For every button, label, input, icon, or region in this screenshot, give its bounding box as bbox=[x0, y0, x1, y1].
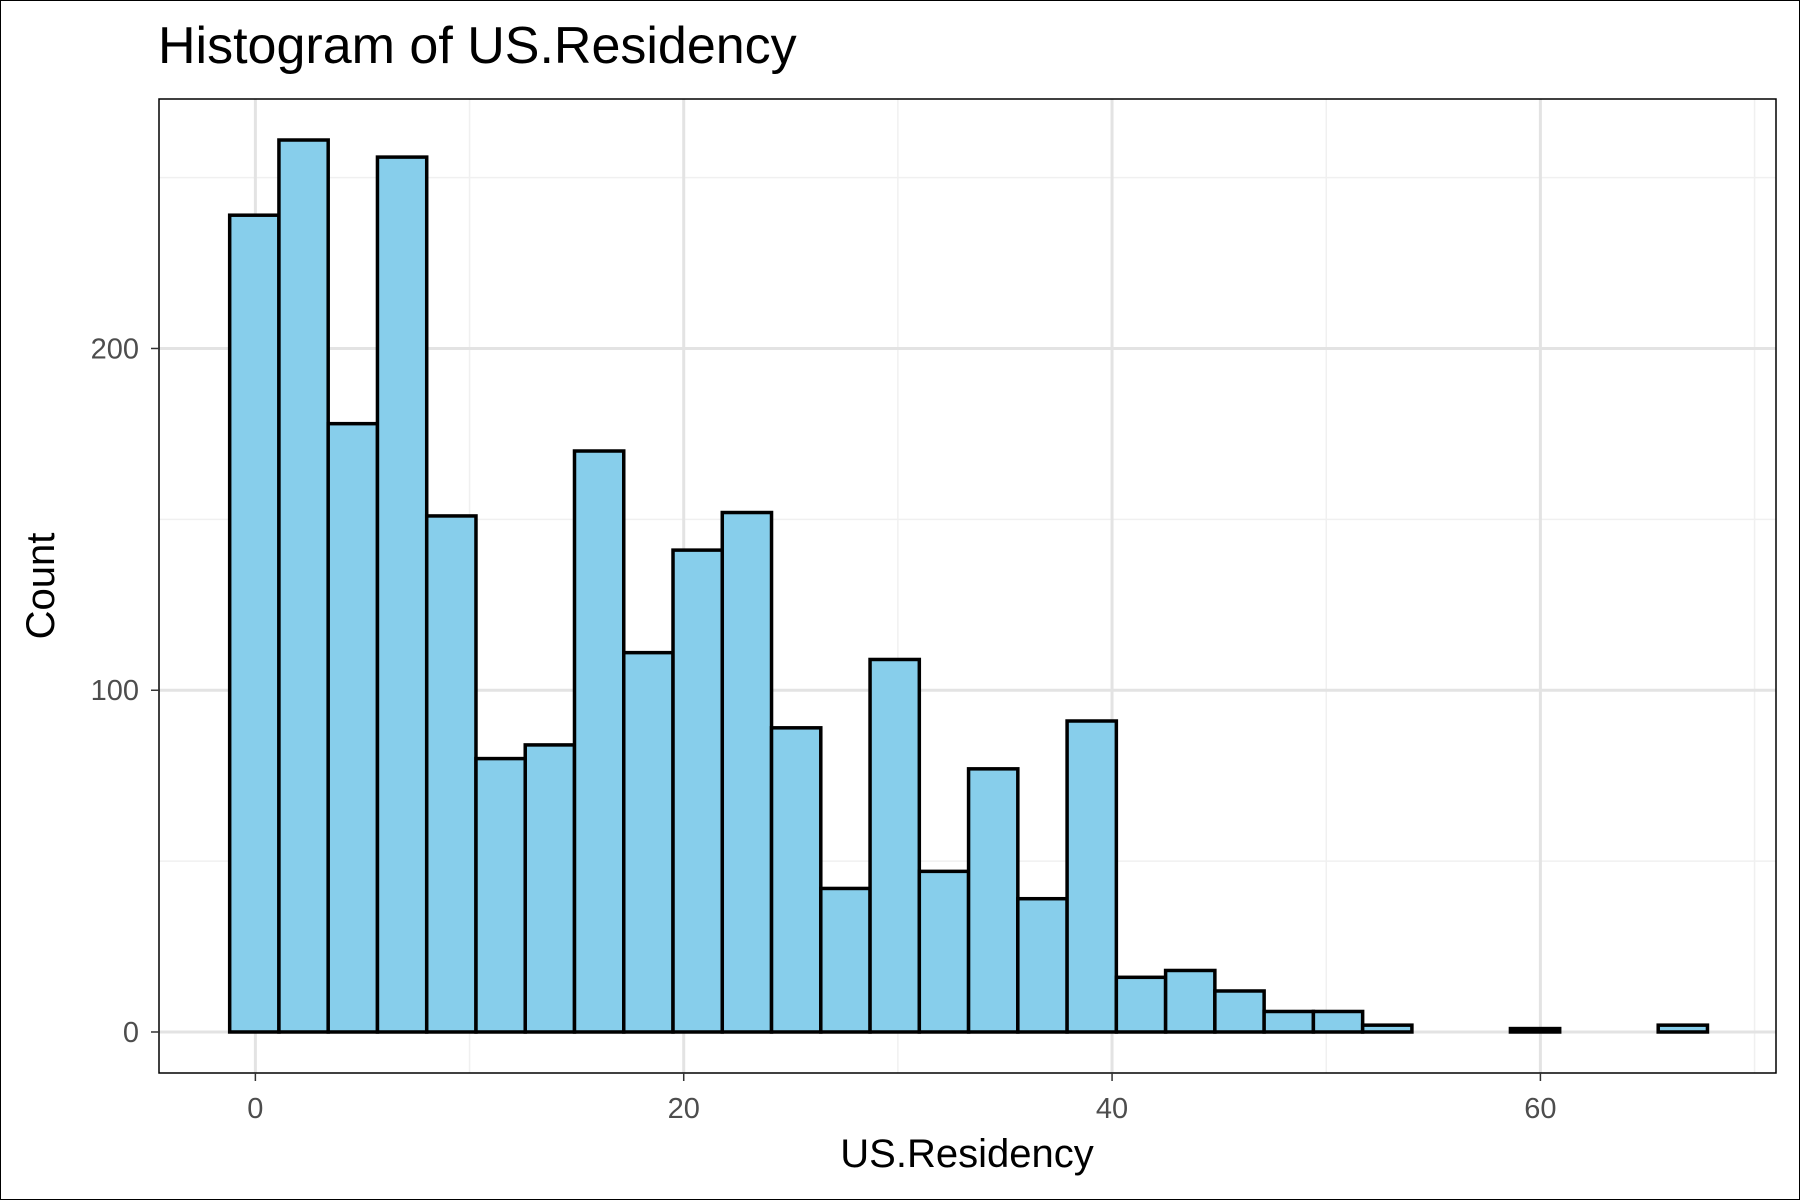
histogram-bar bbox=[523, 743, 577, 1034]
histogram-bar bbox=[868, 657, 922, 1034]
histogram-bar bbox=[1656, 1023, 1710, 1034]
x-tick-label: 60 bbox=[1524, 1093, 1556, 1125]
histogram-bar bbox=[1065, 719, 1119, 1034]
histogram-bar bbox=[375, 155, 429, 1034]
histogram-bar bbox=[720, 510, 774, 1034]
chart-title: Histogram of US.Residency bbox=[158, 17, 797, 75]
y-tick-label: 0 bbox=[123, 1017, 139, 1049]
y-tick-label: 100 bbox=[91, 675, 139, 707]
histogram-bar bbox=[1114, 975, 1168, 1034]
x-axis-title: US.Residency bbox=[840, 1132, 1093, 1176]
histogram-bar bbox=[1508, 1026, 1562, 1034]
histogram-bar bbox=[1016, 896, 1069, 1034]
y-axis-title: Count bbox=[19, 533, 63, 640]
histogram-bar bbox=[424, 514, 478, 1034]
y-axis: 0 100 200 bbox=[91, 333, 159, 1049]
histogram-bar bbox=[474, 756, 527, 1034]
histogram-bar bbox=[277, 138, 330, 1034]
histogram-bar bbox=[1163, 968, 1217, 1034]
histogram-bar bbox=[671, 548, 725, 1034]
x-tick-label: 20 bbox=[668, 1093, 700, 1125]
x-axis: 0 20 40 60 bbox=[247, 1073, 1557, 1125]
histogram-bar bbox=[326, 421, 380, 1034]
histogram-bar bbox=[227, 213, 281, 1034]
y-tick-label: 200 bbox=[91, 333, 139, 365]
grid-minor bbox=[159, 99, 1776, 1073]
bars bbox=[227, 138, 1710, 1034]
histogram-bar bbox=[572, 449, 626, 1034]
histogram-bar bbox=[1311, 1009, 1365, 1034]
x-tick-label: 40 bbox=[1096, 1093, 1128, 1125]
x-tick-label: 0 bbox=[247, 1093, 263, 1125]
histogram-bar bbox=[966, 767, 1020, 1034]
histogram-bar bbox=[769, 726, 823, 1034]
histogram-bar bbox=[1262, 1009, 1316, 1034]
histogram-bar bbox=[1360, 1023, 1414, 1034]
plot-border bbox=[158, 98, 1777, 1074]
histogram-bar bbox=[1213, 989, 1266, 1034]
histogram-bar bbox=[819, 886, 872, 1034]
histogram-bar bbox=[917, 869, 971, 1034]
histogram-bar bbox=[622, 650, 675, 1034]
